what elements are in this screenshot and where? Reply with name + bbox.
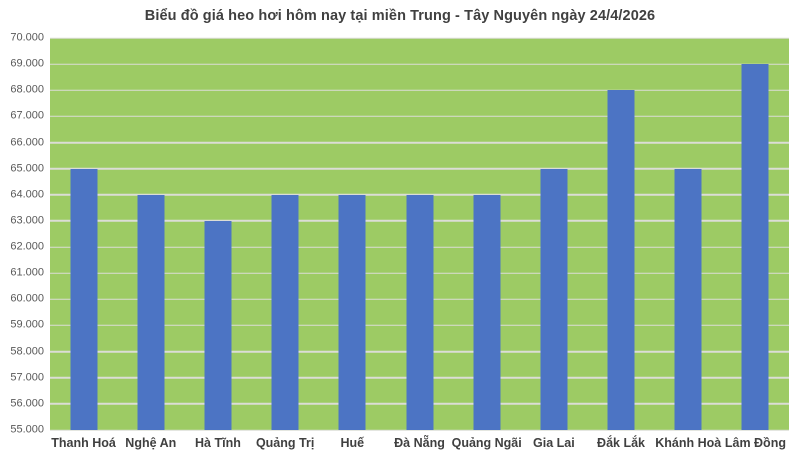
x-tick-label: Nghệ An — [125, 436, 177, 450]
y-tick-label: 63.000 — [10, 214, 44, 227]
y-tick-label: 57.000 — [10, 371, 44, 384]
y-tick-label: 70.000 — [10, 31, 44, 44]
gridline — [50, 141, 789, 144]
gridline — [50, 115, 789, 118]
bar — [137, 194, 165, 430]
x-tick-label: Đà Nẵng — [394, 436, 445, 450]
x-tick-label: Quảng Ngãi — [451, 436, 522, 450]
bar — [70, 168, 98, 430]
x-tick-label: Khánh Hoà — [655, 436, 722, 450]
bar — [406, 194, 433, 430]
x-tick-label: Huế — [340, 436, 365, 450]
x-tick-label: Hà Tĩnh — [195, 436, 241, 450]
x-tick-label: Đắk Lắk — [597, 436, 646, 450]
gridline — [50, 429, 789, 431]
bar — [607, 90, 635, 430]
y-tick-label: 61.000 — [10, 266, 44, 279]
gridline — [50, 37, 789, 39]
y-tick-label: 55.000 — [10, 423, 44, 436]
y-tick-label: 58.000 — [10, 345, 44, 358]
x-tick-label: Thanh Hoá — [51, 436, 116, 450]
y-axis-tick-labels: 55.000 56.000 57.000 58.000 59.000 60.000 61.0… — [0, 32, 44, 435]
y-tick-label: 67.000 — [10, 109, 44, 122]
y-tick-label: 64.000 — [10, 188, 44, 201]
bar — [473, 194, 501, 430]
gridline — [50, 63, 789, 65]
gridline — [50, 167, 789, 170]
chart-title: Biểu đồ giá heo hơi hôm nay tại miền Tru… — [144, 8, 656, 24]
y-tick-label: 69.000 — [10, 57, 44, 70]
y-tick-label: 60.000 — [10, 292, 44, 305]
y-tick-label: 62.000 — [10, 240, 44, 253]
bar — [674, 168, 702, 430]
bar — [540, 168, 568, 430]
bar — [741, 64, 769, 430]
bar — [271, 194, 299, 430]
x-axis-category-labels: Thanh Hoá Nghệ An Hà Tĩnh Quảng Trị Huế Đà Nẵ… — [50, 436, 789, 456]
gridline — [50, 89, 789, 92]
bar — [338, 194, 366, 430]
bar — [204, 220, 232, 430]
x-tick-label: Quảng Trị — [255, 436, 315, 450]
y-tick-label: 65.000 — [10, 162, 44, 175]
y-tick-label: 59.000 — [10, 318, 44, 331]
x-tick-label: Lâm Đồng — [724, 436, 786, 450]
y-tick-label: 68.000 — [10, 83, 44, 96]
x-tick-label: Gia Lai — [533, 436, 575, 450]
plot-area — [50, 37, 789, 431]
y-tick-label: 66.000 — [10, 136, 44, 149]
y-tick-label: 56.000 — [10, 397, 44, 410]
